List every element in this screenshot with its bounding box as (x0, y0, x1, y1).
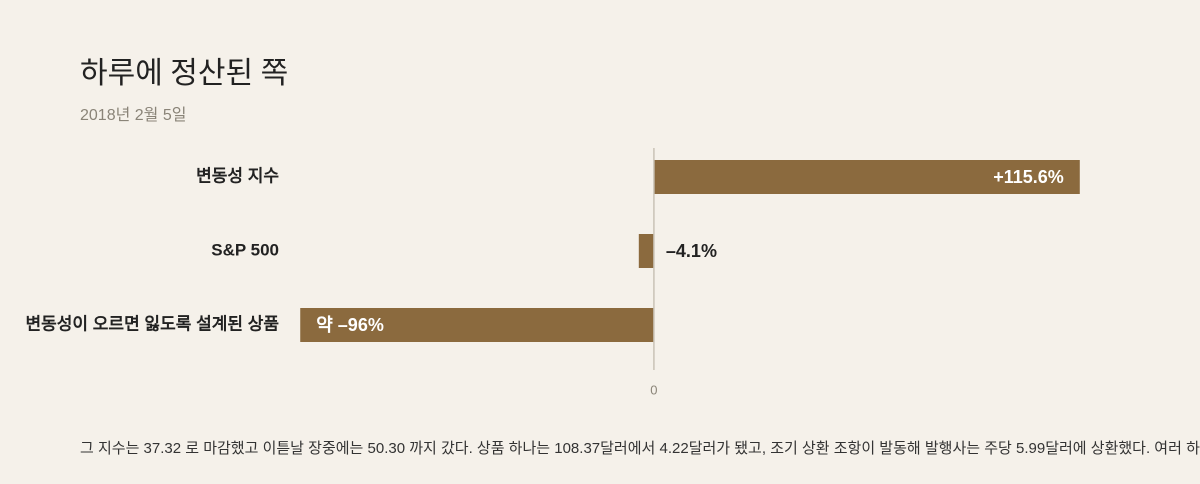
value-label: 약 –96% (316, 314, 384, 335)
category-label: 변동성 지수 (196, 166, 279, 185)
chart-title: 하루에 정산된 쪽 (80, 57, 288, 90)
bar (300, 308, 654, 342)
bar (638, 234, 654, 268)
category-label: 변동성이 오르면 잃도록 설계된 상품 (26, 314, 280, 333)
value-label: –4.1% (666, 241, 717, 261)
value-label: +115.6% (993, 167, 1064, 187)
x-tick-label: 0 (650, 382, 657, 397)
chart: 하루에 정산된 쪽 2018년 2월 5일 변동성 지수 +115.6% S&P 5… (26, 57, 1080, 397)
chart-subtitle: 2018년 2월 5일 (80, 106, 186, 124)
category-label: S&P 500 (211, 240, 279, 259)
footnote: 그 지수는 37.32 로 마감했고 이튿날 장중에는 50.30 까지 갔다.… (80, 440, 1200, 457)
bar (653, 160, 1080, 194)
